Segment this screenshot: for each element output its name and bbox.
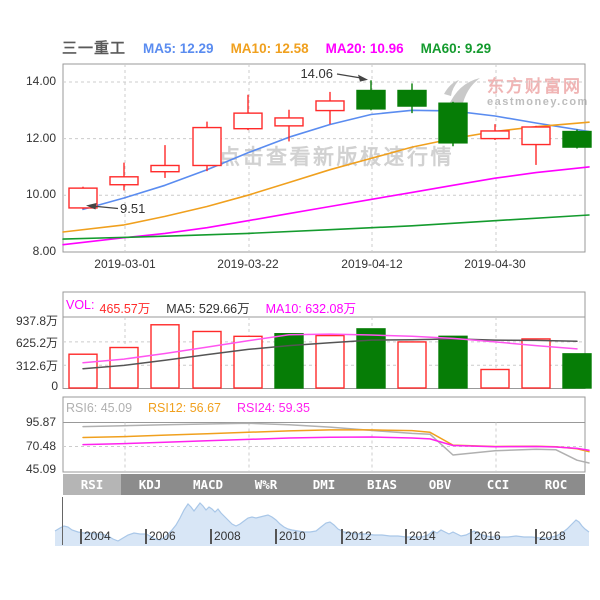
rsi-tick: 95.87 [25,415,56,429]
volume-header: VOL: 465.57万 MA5: 529.66万 MA10: 632.08万 [66,298,356,317]
low-annotation: 9.51 [120,201,146,216]
rsi-tick: 45.09 [25,462,56,476]
timeline-year-2010: 2010 [275,529,306,544]
price-tick: 12.00 [25,130,56,145]
ma20-legend: MA20: 10.96 [325,41,404,56]
price-tick: 14.00 [25,74,56,88]
indicator-tabs: RSI KDJ MACD W%R DMI BIAS OBV CCI ROC [63,474,585,495]
rsi-tick: 70.48 [25,438,56,453]
timeline-year-2018: 2018 [535,529,566,544]
volume-tick: 625.2万 [15,335,58,350]
date-tick: 2019-04-12 [341,257,403,271]
timeline-year-2008: 2008 [210,529,241,544]
tab-obv[interactable]: OBV [428,477,452,492]
tab-cci[interactable]: CCI [486,477,510,492]
volume-tick: 0 [51,379,58,393]
vol-label: VOL: [66,298,95,312]
stock-title: 三一重工 [62,40,127,57]
vol-ma10-legend: MA10: 632.08万 [265,302,356,316]
volume-tick: 937.8万 [15,313,58,328]
price-tick: 10.00 [25,187,56,202]
timeline-year-2014: 2014 [405,529,436,544]
ma10-legend: MA10: 12.58 [230,41,309,56]
timeline-year-2004: 2004 [80,529,111,544]
price-tick: 8.00 [32,243,56,258]
brand-domain: eastmoney.com [487,96,589,108]
vol-current: VOL: 465.57万 [66,298,150,317]
rsi12-legend: RSI12: 56.67 [148,401,221,415]
tab-kdj[interactable]: KDJ [138,477,162,492]
tab-rsi[interactable]: RSI [63,474,121,495]
tab-w%r[interactable]: W%R [254,477,278,492]
vol-value: 465.57万 [99,302,151,316]
vol-ma5-legend: MA5: 529.66万 [166,302,250,316]
tab-bias[interactable]: BIAS [366,477,398,492]
timeline-year-2016: 2016 [470,529,501,544]
date-tick: 2019-03-22 [217,257,279,271]
rsi-header: RSI6: 45.09 RSI12: 56.67 RSI24: 59.35 [66,401,310,415]
ma60-legend: MA60: 9.29 [420,41,492,56]
date-tick: 2019-03-01 [94,257,156,271]
eastmoney-logo-icon [444,78,480,107]
tab-macd[interactable]: MACD [192,477,224,492]
volume-tick: 312.6万 [15,359,58,374]
timeline-year-2012: 2012 [341,529,372,544]
rsi24-legend: RSI24: 59.35 [236,401,310,415]
rsi6-legend: RSI6: 45.09 [66,401,133,415]
ma5-legend: MA5: 12.29 [143,41,214,56]
date-tick: 2019-04-30 [464,257,526,271]
tab-roc[interactable]: ROC [544,477,568,492]
timeline-year-2006: 2006 [145,529,176,544]
tab-dmi[interactable]: DMI [312,477,336,492]
chart-header: 三一重工 MA5: 12.29 MA10: 12.58 MA20: 10.96 … [62,37,491,58]
high-annotation: 14.06 [300,66,333,81]
